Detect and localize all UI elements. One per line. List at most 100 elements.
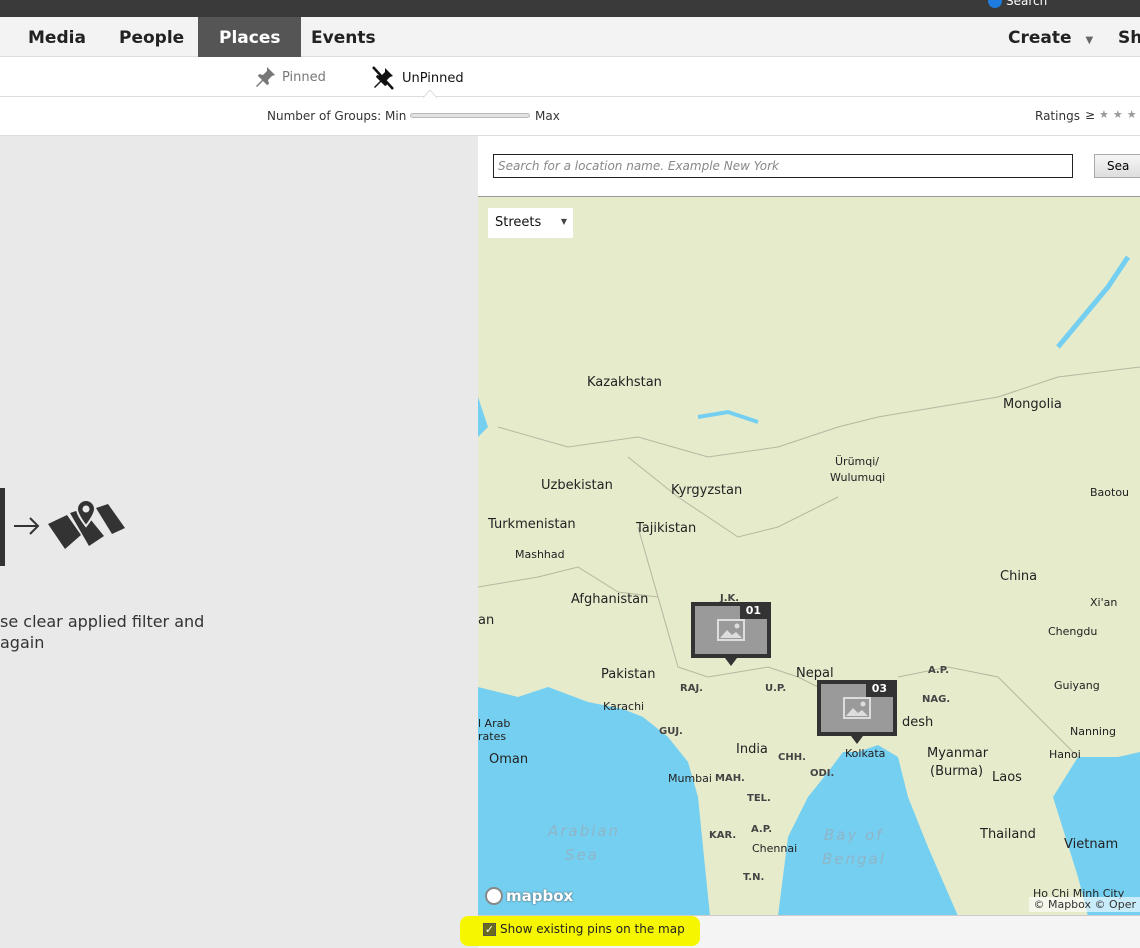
map-label: Baotou [1090, 486, 1130, 499]
map-label: Kazakhstan [587, 375, 662, 390]
map-label: Tajikistan [636, 521, 697, 536]
map-label: Xi'an [1090, 596, 1118, 609]
map[interactable]: Kazakhstan Mongolia Ürümqi/Wulumuqi Uzbekis… [478, 196, 1140, 915]
pin-icon [256, 67, 275, 87]
map-label: Pakistan [601, 667, 656, 682]
map-label: Laos [992, 770, 1022, 785]
groups-slider[interactable] [410, 113, 530, 118]
main-nav: Media People Places Events Create ▼ Sh [0, 17, 1140, 57]
show-pins-label[interactable]: Show existing pins on the map [500, 922, 685, 936]
groups-label: Number of Groups: [267, 109, 382, 123]
map-label: Kyrgyzstan [671, 483, 743, 498]
map-label: J.K. [720, 593, 740, 604]
map-label: KAR. [709, 830, 737, 841]
map-label: Mongolia [1003, 397, 1062, 412]
tab-unpinned[interactable]: UnPinned [370, 66, 464, 90]
tab-events[interactable]: Events [311, 28, 376, 48]
map-base [478, 255, 1140, 915]
map-label: Ürümqi/ [835, 455, 880, 468]
mapbox-logo[interactable]: mapbox [485, 887, 573, 905]
tab-media[interactable]: Media [28, 28, 86, 48]
unpinned-label: UnPinned [402, 70, 464, 86]
empty-state-panel: se clear applied filter and again [0, 136, 478, 948]
empty-message-line1: se clear applied filter and [0, 612, 205, 631]
map-label: China [1000, 569, 1038, 584]
tab-people[interactable]: People [119, 28, 185, 48]
filter-bar: Number of Groups: Min Max Ratings ≥ ★★★ [0, 97, 1140, 136]
show-pins-checkbox[interactable]: ✓ [483, 923, 496, 936]
create-menu[interactable]: Create ▼ [987, 17, 1114, 57]
map-label: CHH. [778, 752, 806, 763]
empty-message-line2: again [0, 633, 45, 652]
map-pin-group[interactable]: 01 [691, 602, 771, 666]
pin-count: 01 [739, 602, 767, 619]
map-label: Thailand [980, 827, 1036, 842]
map-label: Nanning [1070, 725, 1116, 738]
chevron-down-icon: ▼ [560, 217, 567, 226]
groups-max: Max [535, 109, 560, 123]
map-label: Vietnam [1064, 837, 1119, 852]
map-label: Kolkata [845, 747, 886, 760]
mapbox-logo-text: mapbox [506, 887, 574, 905]
map-panel: Search for a location name. Example New … [460, 136, 1140, 948]
map-label: A.P. [751, 824, 773, 835]
map-label: Uzbekistan [541, 478, 613, 493]
map-attribution[interactable]: © Mapbox © Oper [1029, 897, 1140, 912]
share-menu[interactable]: Sh [1118, 28, 1140, 48]
map-label: (Burma) [930, 764, 984, 779]
map-label: Karachi [603, 700, 645, 713]
map-label: Oman [489, 752, 529, 767]
map-label: Hanoi [1049, 748, 1081, 761]
map-label: GUJ. [659, 726, 683, 737]
map-label: Mumbai [668, 772, 712, 785]
map-label: A.P. [928, 665, 950, 676]
ratings-operator[interactable]: ≥ [1085, 108, 1096, 122]
map-label: Nepal [796, 666, 834, 681]
rating-stars[interactable]: ★★★ [1099, 108, 1140, 121]
map-style-select[interactable]: Streets ▼ [488, 208, 573, 238]
map-label: U.P. [765, 683, 787, 694]
map-footer: ✓ Show existing pins on the map [460, 915, 1140, 948]
south-china-sea [1053, 752, 1140, 915]
map-label: TEL. [747, 793, 771, 804]
map-label: desh [902, 715, 934, 730]
ratings-label: Ratings [1035, 109, 1080, 123]
tab-places[interactable]: Places [198, 17, 302, 57]
pin-tabs: Pinned UnPinned [0, 58, 1140, 97]
groups-min: Min [385, 109, 407, 123]
map-label: Sea [565, 846, 599, 864]
chevron-down-icon: ▼ [1085, 35, 1094, 46]
map-label: Bengal [822, 850, 886, 868]
image-icon [843, 697, 871, 719]
tab-pinned[interactable]: Pinned [254, 66, 326, 88]
map-label: Myanmar [927, 746, 989, 761]
highlight [460, 916, 700, 946]
map-label: Mashhad [515, 548, 565, 561]
map-style-label: Streets [495, 215, 542, 230]
map-label: Bay of [824, 826, 884, 844]
map-label: rates [478, 730, 507, 743]
map-label: India [736, 742, 768, 757]
search-label: Search [1006, 0, 1048, 8]
active-tab-caret [423, 90, 437, 98]
global-search[interactable]: Search [988, 0, 1047, 8]
top-bar: Search [0, 0, 1140, 17]
map-label: RAJ. [680, 683, 703, 694]
map-label: Turkmenistan [488, 517, 576, 532]
map-label: MAH. [715, 773, 745, 784]
map-label: l Arab [478, 717, 511, 730]
bay-of-bengal [778, 745, 958, 915]
source-icon [0, 488, 5, 566]
map-label: an [478, 613, 495, 628]
location-search-input[interactable]: Search for a location name. Example New … [493, 154, 1073, 178]
search-button[interactable]: Sea [1094, 154, 1140, 178]
pin-count: 03 [865, 680, 893, 697]
map-label: Afghanistan [571, 592, 649, 607]
map-pin-group[interactable]: 03 [817, 680, 897, 744]
image-icon [717, 619, 745, 641]
map-label: Chengdu [1048, 625, 1098, 638]
map-label: Chennai [752, 842, 798, 855]
pinned-label: Pinned [282, 69, 326, 85]
create-label: Create [1008, 28, 1072, 48]
map-label: T.N. [743, 872, 765, 883]
